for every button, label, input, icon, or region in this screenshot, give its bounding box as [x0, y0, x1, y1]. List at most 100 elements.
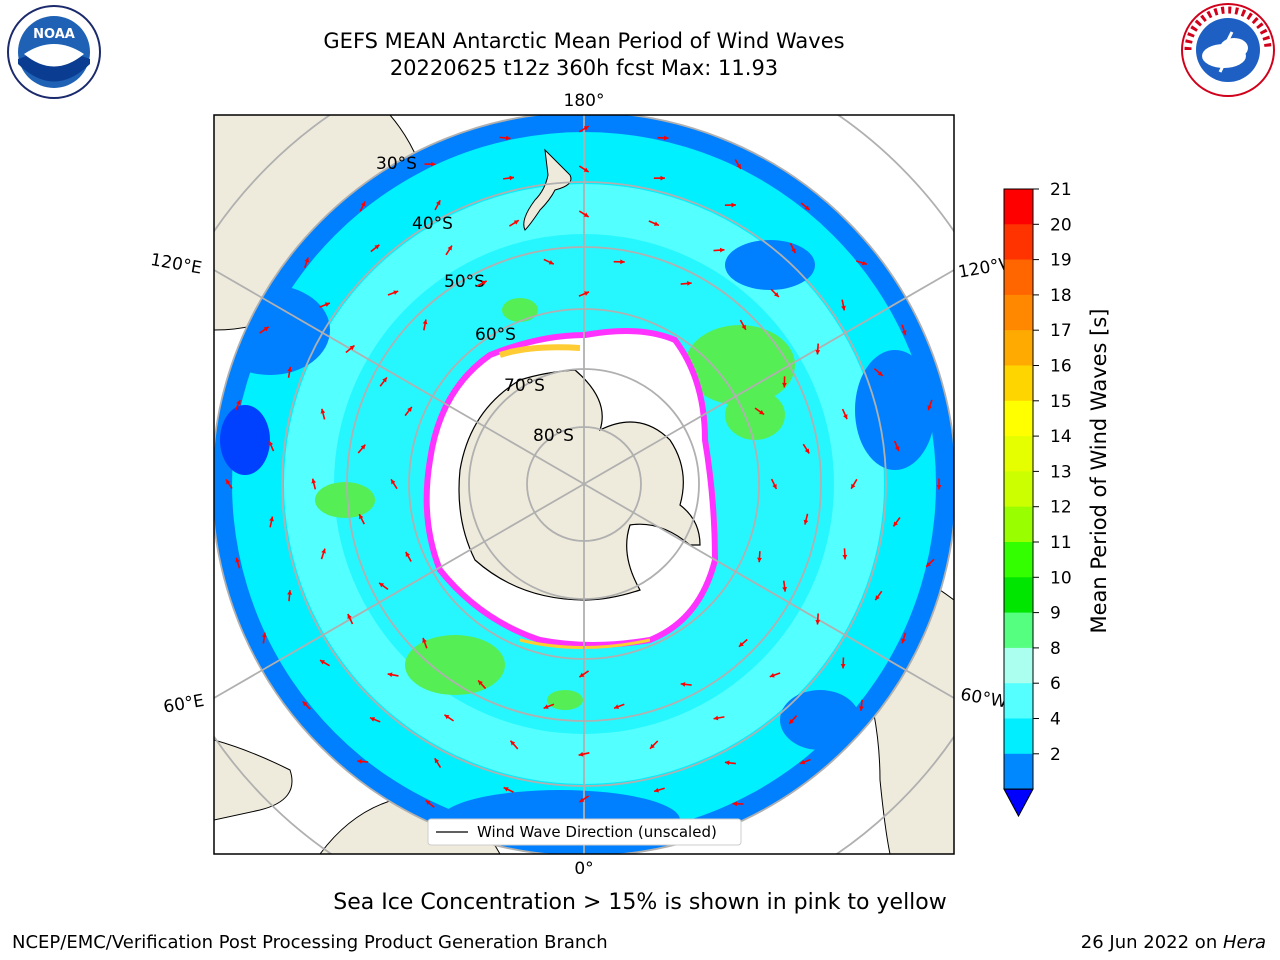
wave-direction-arrowhead: [321, 548, 326, 554]
wave-direction-arrowhead: [548, 260, 554, 265]
colorbar-segment: [1004, 400, 1033, 437]
antarctica-land: [458, 369, 701, 601]
wave-direction-arrowhead: [654, 787, 659, 793]
wave-direction-arrowhead: [584, 291, 590, 296]
wave-direction-arrowhead: [769, 673, 775, 678]
sea-ice-caption: Sea Ice Concentration > 15% is shown in …: [333, 890, 947, 915]
lon-label-bottom: 0°: [574, 859, 593, 879]
colorbar-label: Mean Period of Wind Waves [s]: [1087, 309, 1111, 634]
footer-host: Hera: [1222, 932, 1266, 953]
wave-direction-arrowhead: [319, 660, 325, 665]
chart-title: GEFS MEAN Antarctic Mean Period of Wind …: [323, 29, 845, 53]
wave-direction-arrowhead: [324, 302, 330, 307]
footer-branch: NCEP/EMC/Verification Post Processing Pr…: [12, 932, 608, 953]
colorbar-segment: [1004, 647, 1033, 684]
wave-direction-arrowhead: [436, 200, 441, 206]
map-border: [213, 114, 955, 855]
wave-direction-arrowhead: [347, 614, 352, 619]
wave-direction-arrowhead: [901, 638, 906, 644]
wave-direction-arrowhead: [391, 479, 396, 485]
wave-direction-arrowhead: [877, 371, 883, 376]
colorbar-tick-label: 11: [1050, 533, 1072, 553]
wave-direction-arrowhead: [431, 161, 436, 167]
madagascar-land: [214, 739, 293, 821]
wave-direction-arrowhead: [583, 167, 589, 172]
colorbar-segment: [1004, 542, 1033, 578]
wave-direction-arrowhead: [782, 382, 787, 388]
wave-direction-arrowhead: [379, 582, 385, 588]
wave-direction-arrowhead: [687, 281, 692, 286]
wave-direction-arrowhead: [481, 280, 487, 286]
wave-direction-arrowhead: [815, 349, 821, 355]
colorbar-tick-label: 21: [1050, 180, 1072, 200]
wave-direction-arrowhead: [578, 751, 584, 757]
wave-direction-arrowhead: [393, 290, 399, 295]
wave-direction-arrowhead: [800, 759, 806, 765]
wave-direction-arrowhead: [843, 414, 848, 420]
lon-label-upper-left: 120°E: [149, 250, 203, 279]
wave-direction-arrowhead: [901, 330, 907, 336]
colorbar: 21 20 19 18 17 16 15 14 13 12 11 10 9 8 6 4 2: [1003, 180, 1072, 818]
lon-label-lower-left: 60°E: [162, 691, 206, 718]
footer-date: 26 Jun 2022 on Hera: [1081, 932, 1266, 953]
wave-direction-arrowhead: [782, 586, 787, 592]
wave-direction-arrowhead: [302, 701, 308, 707]
colorbar-tick-label: 8: [1050, 639, 1061, 659]
wave-direction-arrowhead: [579, 672, 585, 678]
wave-direction-arrowhead: [261, 632, 267, 638]
wave-direction-arrowhead: [304, 257, 310, 263]
wave-direction-arrowhead: [434, 758, 440, 764]
wave-direction-arrowhead: [287, 590, 292, 595]
wave-direction-arrowhead: [894, 446, 900, 452]
colorbar-tick-label: 18: [1050, 286, 1072, 306]
lat-label-60s: 60°S: [475, 325, 516, 345]
wave-direction-arrowhead: [719, 247, 725, 253]
wave-direction-arrowhead: [374, 244, 380, 250]
wave-direction-arrowhead: [407, 406, 412, 412]
wind-wave-arrows: [225, 125, 942, 842]
colorbar-segment: [1004, 259, 1033, 296]
lat-label-50s: 50°S: [444, 272, 485, 292]
wave-direction-arrowhead: [851, 483, 856, 489]
wave-direction-arrowhead: [583, 126, 589, 131]
colorbar-tick-label: 16: [1050, 357, 1072, 377]
wave-direction-arrowhead: [370, 717, 375, 722]
wave-direction-arrowhead: [311, 478, 317, 484]
footer-date-prefix: 26 Jun 2022 on: [1080, 932, 1223, 953]
wave-direction-arrowhead: [759, 409, 765, 415]
colorbar-border: [1003, 188, 1034, 790]
wave-direction-arrowhead: [269, 516, 274, 522]
wave-direction-arrowhead: [859, 706, 864, 711]
lat-label-30s: 30°S: [376, 154, 417, 174]
colorbar-segment: [1004, 506, 1033, 543]
wave-direction-arrowhead: [841, 305, 846, 311]
wave-direction-arrowhead: [650, 743, 655, 749]
longitude-lines: [214, 115, 954, 854]
wave-direction-arrowhead: [361, 201, 366, 207]
wave-direction-arrowhead: [422, 637, 427, 643]
colorbar-segment: [1004, 577, 1033, 614]
wave-direction-arrowhead: [840, 663, 846, 669]
wave-direction-arrowhead: [926, 562, 931, 567]
national-weather-service-logo: [1181, 3, 1275, 97]
wave-direction-arrowhead: [875, 595, 880, 601]
wave-direction-arrowhead: [263, 326, 269, 332]
wave-direction-arrowhead: [320, 408, 326, 414]
wave-direction-arrowhead: [382, 377, 387, 383]
wave-direction-arrowhead: [543, 704, 549, 709]
noaa-logo-text: NOAA: [33, 27, 75, 42]
wave-direction-arrowhead: [861, 260, 867, 266]
wave-direction-arrowhead: [927, 405, 932, 411]
wave-direction-arrowhead: [447, 245, 452, 251]
map-legend: Wind Wave Direction (unscaled): [427, 818, 742, 846]
colorbar-segment: [1004, 224, 1033, 261]
wave-direction-arrowhead: [620, 259, 625, 265]
wave-direction-arrowhead: [360, 444, 366, 450]
colorbar-tick-label: 9: [1050, 604, 1061, 624]
colorbar-segment: [1004, 612, 1033, 649]
colorbar-segment: [1004, 330, 1033, 366]
wave-direction-arrowhead: [738, 642, 744, 647]
wave-direction-arrowhead: [804, 205, 810, 210]
legend-label: Wind Wave Direction (unscaled): [477, 823, 717, 841]
